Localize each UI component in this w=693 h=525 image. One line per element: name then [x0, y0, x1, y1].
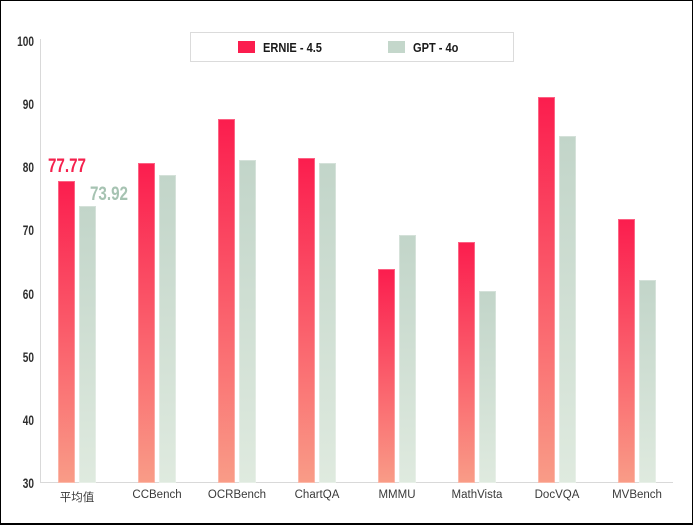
x-category-label-7: MVBench: [612, 489, 662, 501]
x-category-label-0: 平均值: [59, 492, 95, 504]
bar-gpt-1: [159, 174, 176, 483]
bar-ernie-3: [298, 157, 315, 483]
bar-gpt-4: [399, 235, 416, 483]
bar-ernie-5: [458, 241, 475, 483]
x-category-label-1: CCBench: [132, 489, 182, 501]
legend: ERNIE - 4.5 GPT - 4o: [190, 32, 514, 62]
bar-gpt-5: [479, 291, 496, 483]
y-tick-label-80: 80: [22, 159, 34, 176]
legend-label-ernie: ERNIE - 4.5: [262, 39, 322, 55]
bar-ernie-2: [218, 118, 235, 483]
y-tick-label-40: 40: [22, 411, 34, 428]
value-label-ernie-average: 77.77: [47, 156, 87, 177]
bar-gpt-3: [319, 163, 336, 483]
y-tick-label-60: 60: [22, 285, 34, 302]
x-category-label-3: ChartQA: [294, 489, 340, 501]
y-tick-label-50: 50: [22, 348, 34, 365]
bar-ernie-7: [618, 219, 635, 483]
legend-swatch-gpt: [387, 41, 405, 53]
x-category-label-5: MathVista: [451, 489, 503, 501]
bar-gpt-2: [239, 160, 256, 483]
x-category-label-6: DocVQA: [534, 489, 580, 501]
x-axis-line: [40, 482, 673, 483]
bar-ernie-4: [378, 268, 395, 483]
legend-swatch-ernie: [237, 41, 255, 53]
bar-ernie-6: [538, 97, 555, 483]
bar-gpt-7: [639, 280, 656, 483]
legend-item-ernie: ERNIE - 4.5: [237, 39, 332, 55]
y-axis-line: [40, 39, 41, 483]
x-category-label-4: MMMU: [378, 489, 416, 501]
bar-ernie-1: [138, 162, 155, 483]
y-tick-label-70: 70: [22, 222, 34, 239]
y-tick-label-30: 30: [22, 475, 34, 491]
value-label-gpt-average: 73.92: [89, 184, 129, 205]
legend-label-gpt: GPT - 4o: [412, 39, 459, 55]
bar-gpt-6: [559, 135, 576, 483]
bar-gpt-0: [79, 205, 96, 483]
y-tick-label-100: 100: [17, 33, 34, 49]
x-category-label-2: OCRBench: [207, 489, 267, 501]
bar-ernie-0: [58, 181, 75, 483]
legend-item-gpt: GPT - 4o: [387, 39, 466, 55]
y-tick-label-90: 90: [22, 96, 34, 113]
